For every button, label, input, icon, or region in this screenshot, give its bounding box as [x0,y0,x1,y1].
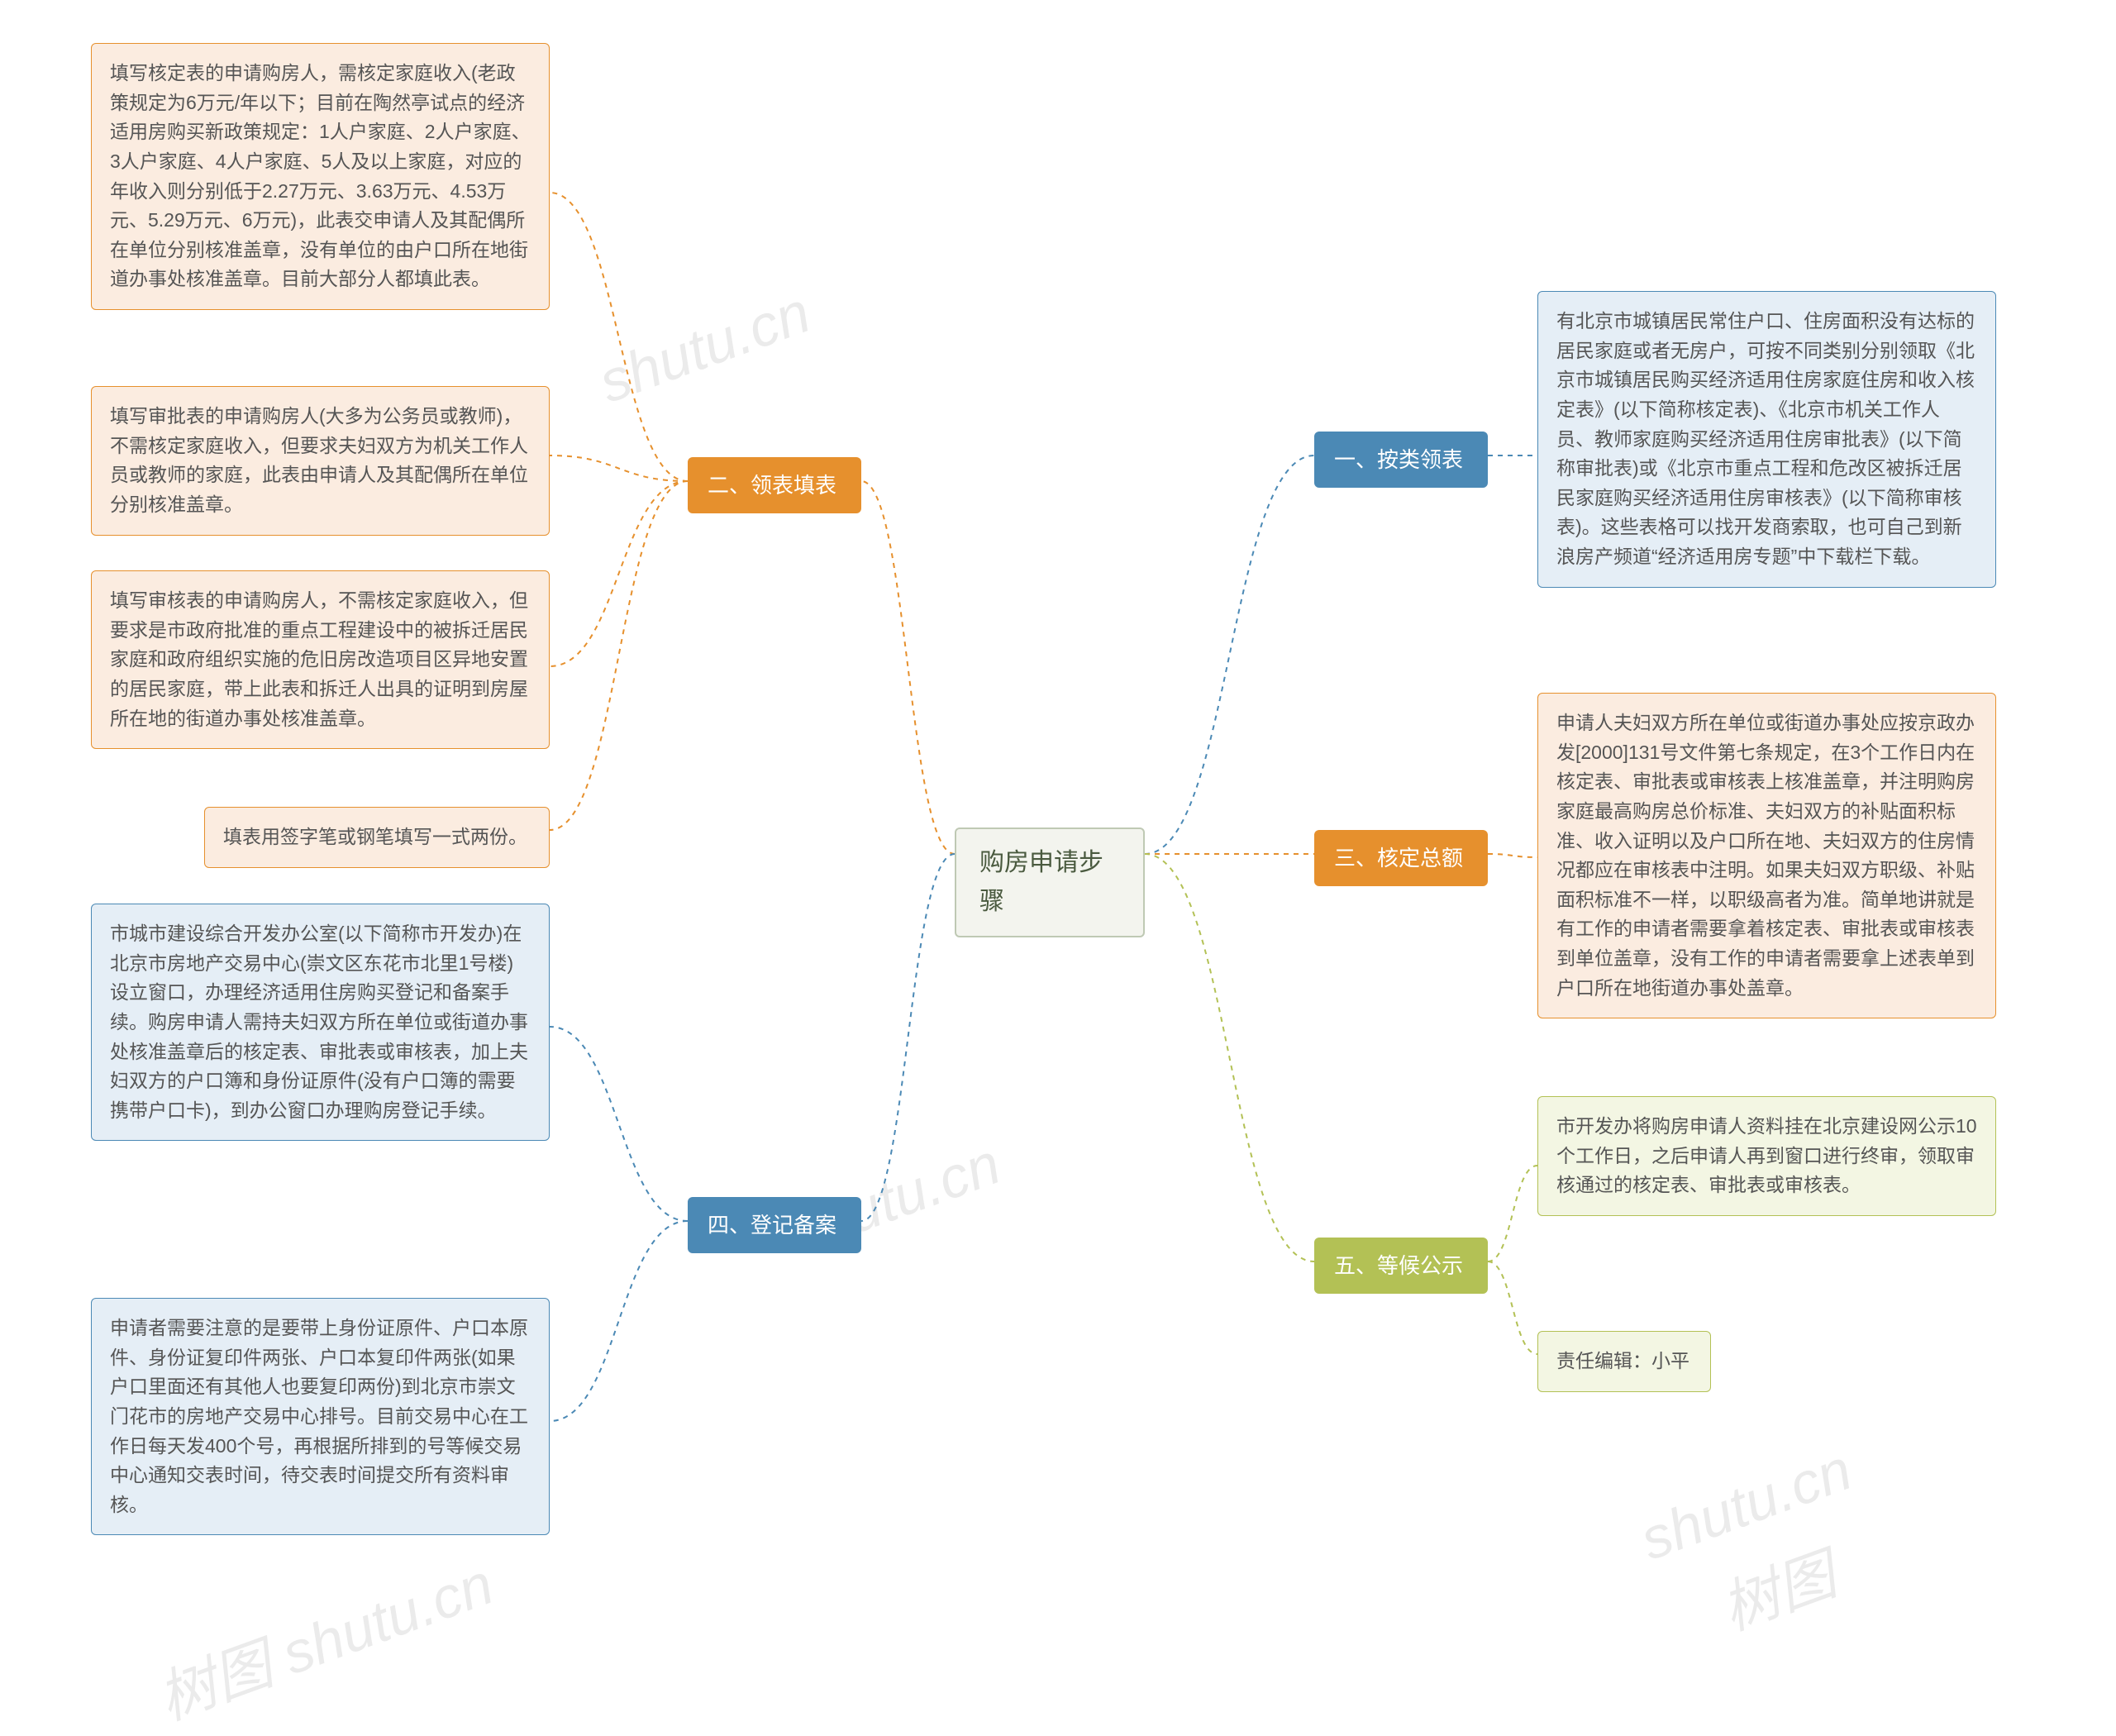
detail-b4-0: 市城市建设综合开发办公室(以下简称市开发办)在北京市房地产交易中心(崇文区东花市… [91,904,550,1141]
detail-b3-0: 申请人夫妇双方所在单位或街道办事处应按京政办发[2000]131号文件第七条规定… [1537,693,1996,1018]
branch-b4: 四、登记备案 [688,1197,861,1253]
detail-b2-3: 填表用签字笔或钢笔填写一式两份。 [204,807,550,868]
center-node: 购房申请步骤 [955,827,1145,937]
detail-b2-1: 填写审批表的申请购房人(大多为公务员或教师)，不需核定家庭收入，但要求夫妇双方为… [91,386,550,536]
detail-b2-0: 填写核定表的申请购房人，需核定家庭收入(老政策规定为6万元/年以下；目前在陶然亭… [91,43,550,310]
branch-b5: 五、等候公示 [1314,1238,1488,1294]
detail-b5-0: 市开发办将购房申请人资料挂在北京建设网公示10个工作日，之后申请人再到窗口进行终… [1537,1096,1996,1216]
watermark-1: shutu.cn [590,279,818,416]
watermark-0: 树图 shutu.cn [145,1538,503,1736]
watermark-7: 树图 [1709,1529,1846,1647]
detail-b2-2: 填写审核表的申请购房人，不需核定家庭收入，但要求是市政府批准的重点工程建设中的被… [91,570,550,749]
detail-b4-1: 申请者需要注意的是要带上身份证原件、户口本原件、身份证复印件两张、户口本复印件两… [91,1298,550,1535]
watermark-3: shutu.cn [1632,1436,1860,1573]
detail-b1-0: 有北京市城镇居民常住户口、住房面积没有达标的居民家庭或者无房户，可按不同类别分别… [1537,291,1996,588]
branch-b3: 三、核定总额 [1314,830,1488,886]
branch-b2: 二、领表填表 [688,457,861,513]
branch-b1: 一、按类领表 [1314,432,1488,488]
detail-b5-1: 责任编辑：小平 [1537,1331,1711,1392]
